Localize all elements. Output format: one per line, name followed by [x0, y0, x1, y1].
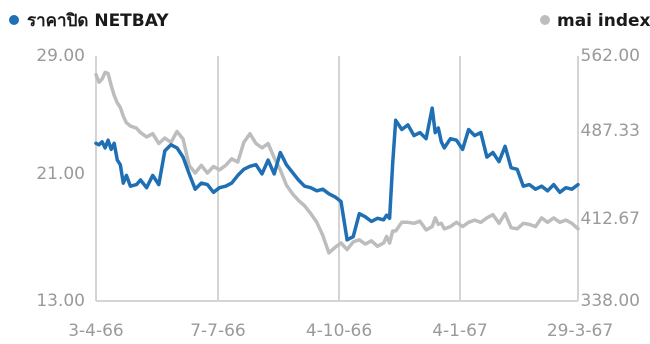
x-tick-label: 4-1-67: [432, 321, 488, 341]
right-tick-label: 562.00: [581, 46, 640, 66]
series-netbay-line: [94, 106, 580, 242]
x-tick-label: 3-4-66: [68, 321, 124, 341]
series-layer: [94, 70, 580, 255]
x-tick-label: 4-10-66: [306, 321, 372, 341]
x-tick-label: 7-7-66: [190, 321, 246, 341]
legend-mai-index-label: mai index: [557, 11, 650, 31]
left-tick-label: 21.00: [36, 164, 85, 184]
legend-mai-index-marker: [540, 15, 550, 25]
left-tick-label: 29.00: [36, 46, 85, 66]
left-tick-label: 13.00: [36, 291, 85, 311]
series-mai-index-line: [94, 70, 580, 255]
right-tick-label: 412.67: [581, 209, 640, 229]
legend-netbay-marker: [9, 15, 19, 25]
right-tick-label: 487.33: [581, 121, 640, 141]
legend-netbay-label: ราคาปิด NETBAY: [27, 11, 169, 31]
grid-lines: [95, 56, 579, 302]
right-tick-label: 338.00: [581, 291, 640, 311]
x-tick-label: 29-3-67: [547, 321, 613, 341]
